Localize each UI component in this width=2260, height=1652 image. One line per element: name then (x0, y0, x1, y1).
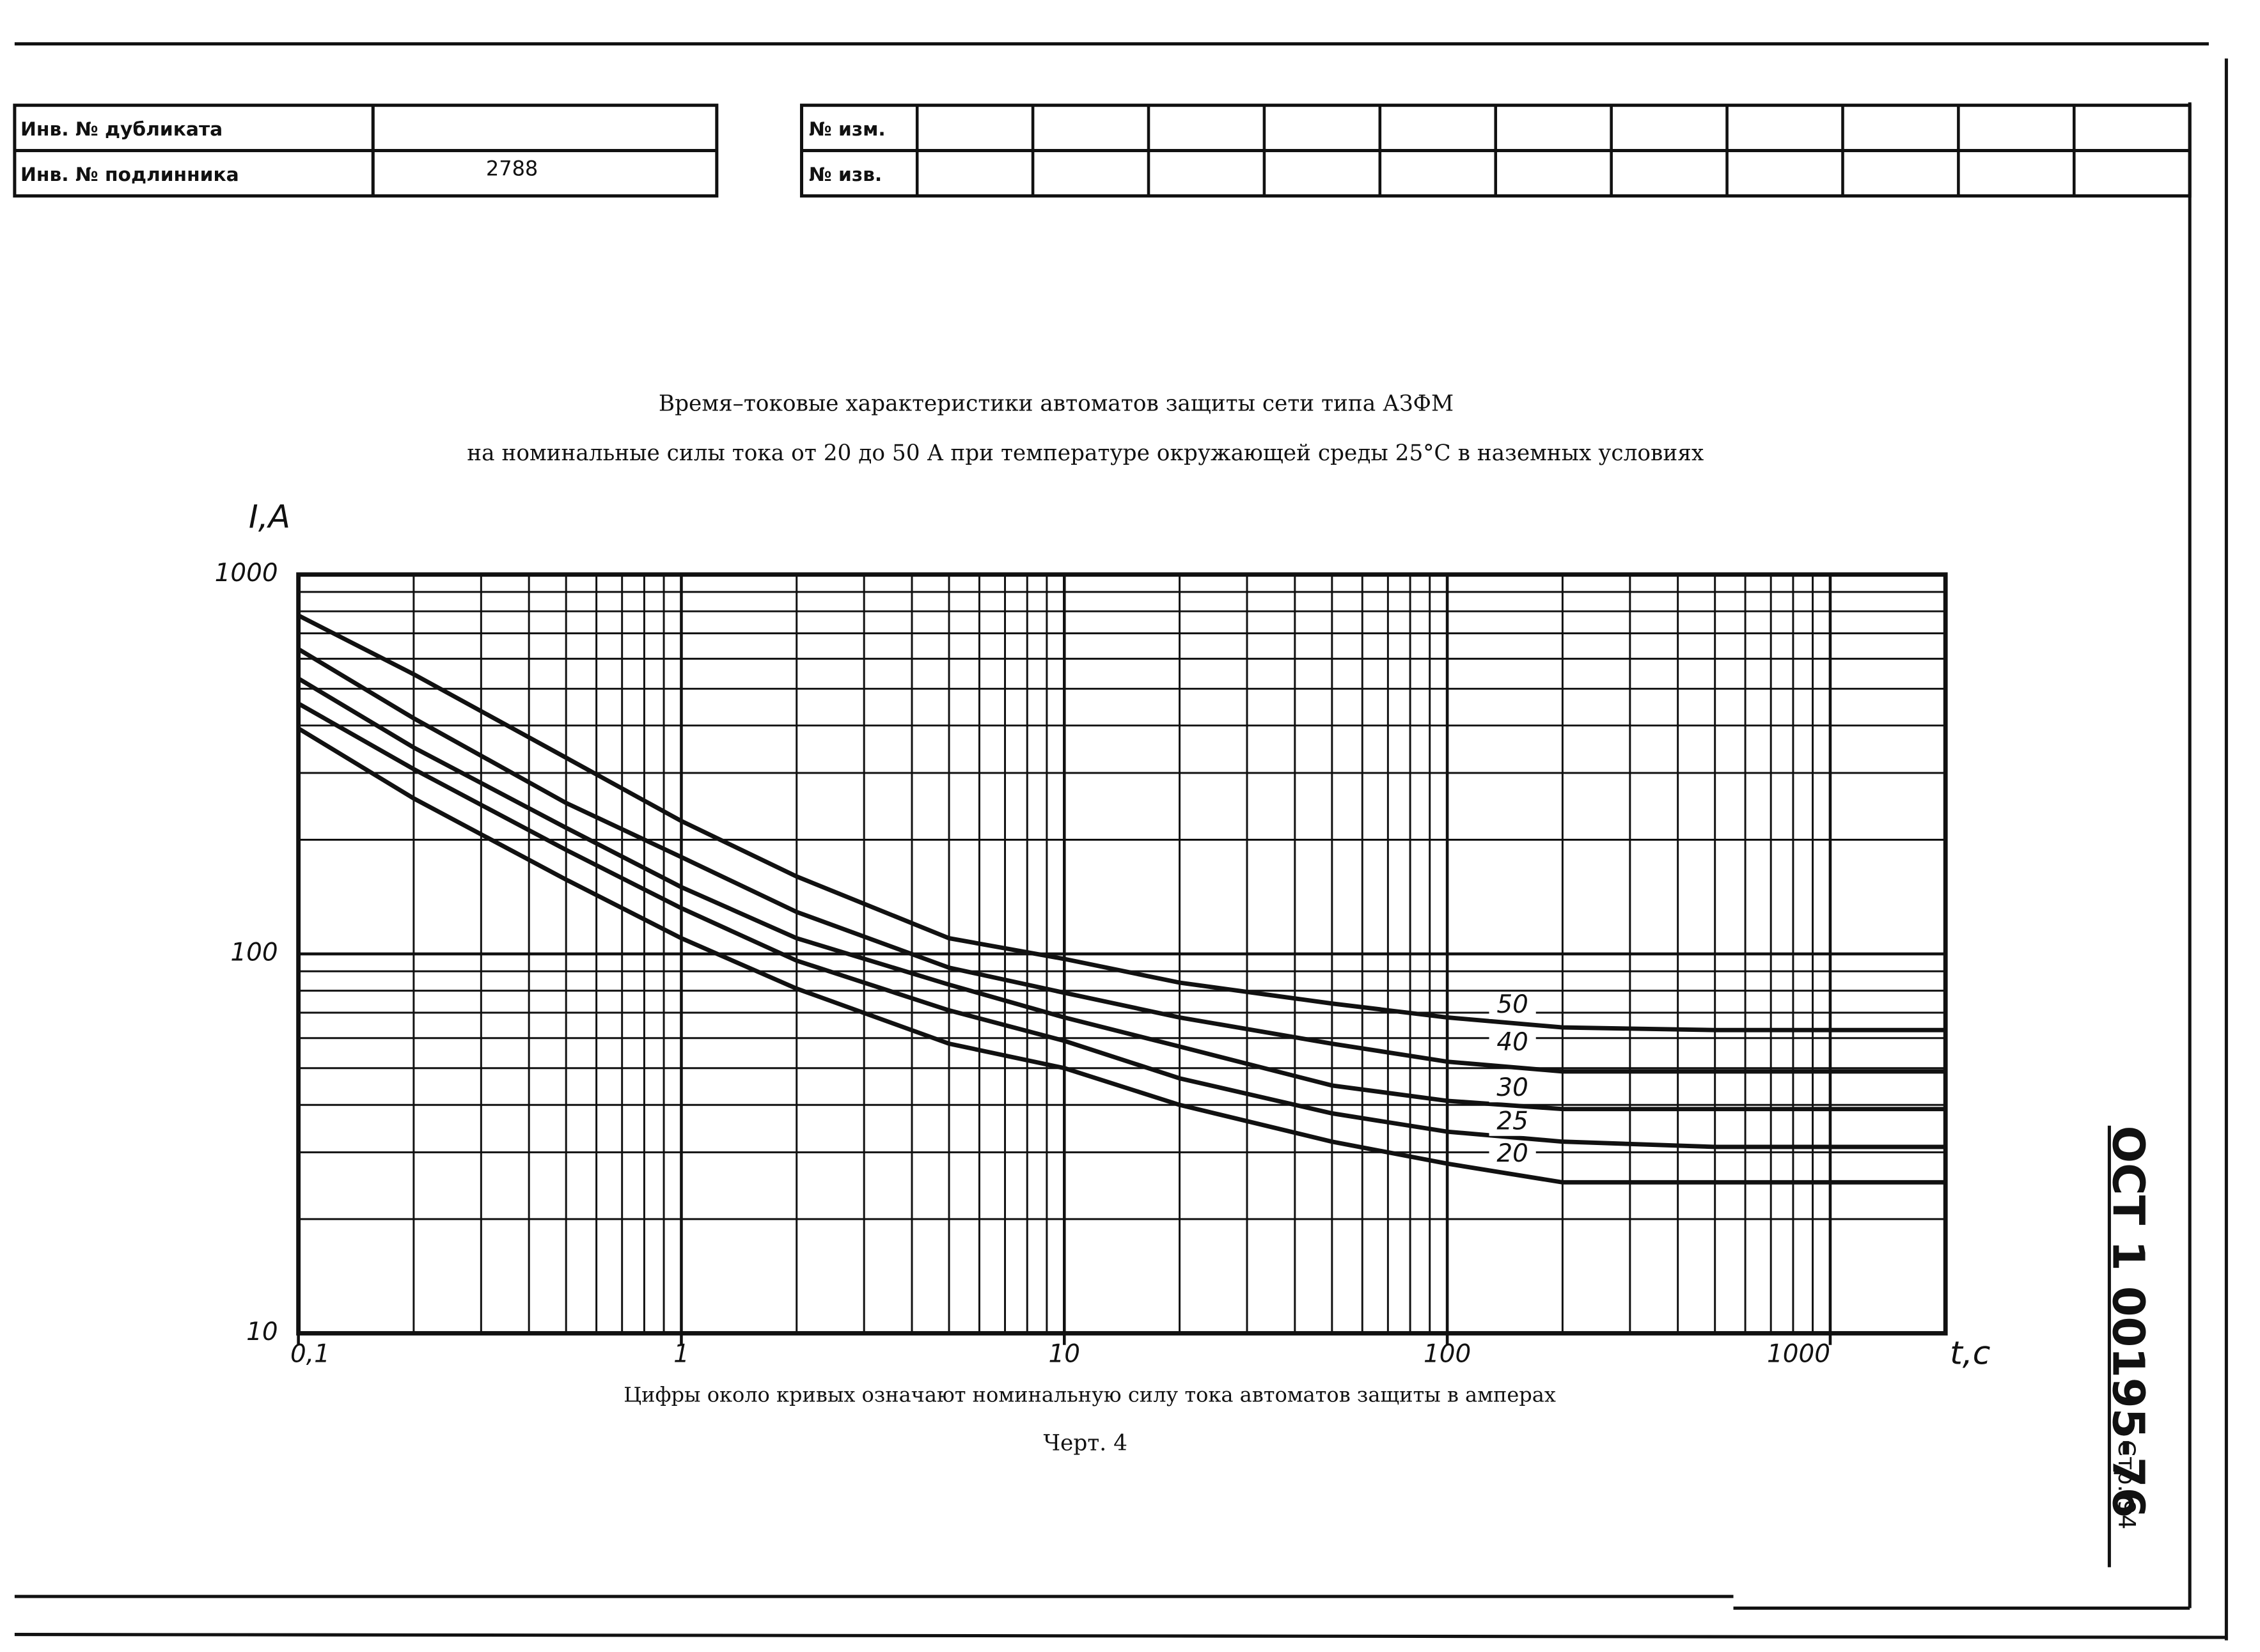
header-label: Инв. № дубликата (20, 118, 223, 141)
figure-label: Черт. 4 (1044, 1430, 1127, 1456)
x-tick-label: 100 (1424, 1339, 1471, 1368)
chart-subtitle: на номинальные силы тока от 20 до 50 А п… (467, 440, 1704, 466)
change-label: № изв. (809, 164, 882, 186)
y-axis-label: I,A (249, 497, 290, 535)
label-bg (1489, 1031, 1536, 1057)
series-line (297, 726, 1946, 1185)
label-bg (1489, 1141, 1536, 1169)
chart-title: Время–токовые характеристики автоматов з… (659, 391, 1454, 416)
series-line (297, 613, 1946, 1032)
label-bg (1489, 992, 1536, 1019)
header-label: Инв. № подлинника (20, 164, 239, 186)
x-tick-label: 10 (1049, 1339, 1080, 1368)
stamp-code: ОСТ 1 00195-76 (2103, 1126, 2154, 1518)
series-label: 25 (1496, 1107, 1528, 1136)
label-bg (1489, 1076, 1536, 1103)
series-label: 30 (1496, 1073, 1528, 1102)
x-axis-label: t,c (1950, 1334, 1990, 1371)
header-value: 2788 (486, 156, 538, 180)
series-line (297, 701, 1946, 1149)
series-label: 50 (1496, 990, 1528, 1019)
y-tick-label: 10 (246, 1318, 278, 1346)
x-tick-label: 0,1 (290, 1339, 330, 1368)
stamp-page: Стр. 94 (2113, 1440, 2140, 1529)
x-tick-label: 1 (673, 1339, 689, 1368)
series-label: 40 (1496, 1028, 1528, 1057)
y-tick-label: 100 (230, 939, 278, 967)
series-line (297, 647, 1946, 1074)
series-line (297, 676, 1946, 1112)
y-tick-label: 1000 (215, 559, 278, 588)
x-tick-label: 1000 (1767, 1339, 1830, 1368)
change-label: № изм. (809, 118, 886, 141)
plot-frame (296, 572, 1948, 1336)
label-bg (1489, 1109, 1536, 1136)
caption: Цифры около кривых означают номинальную … (624, 1382, 1556, 1407)
series-label: 20 (1496, 1139, 1528, 1168)
